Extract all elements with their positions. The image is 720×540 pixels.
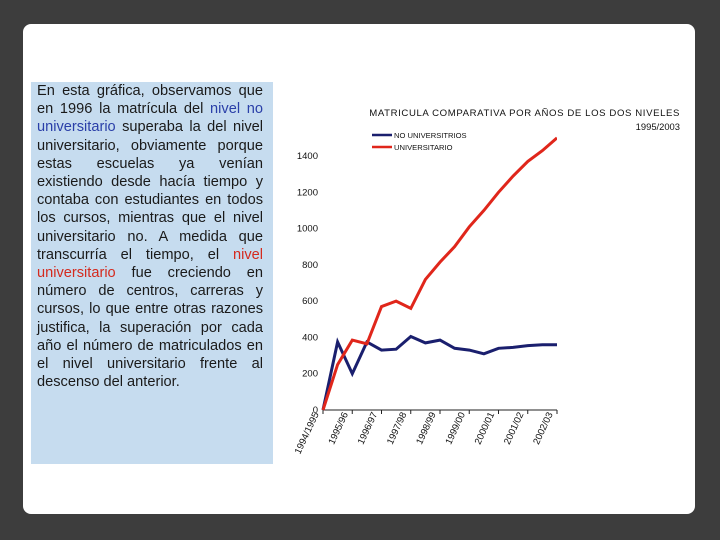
x-tick-label: 1996/97 [356, 411, 380, 447]
explanation-paragraph: En esta gráfica, observamos que en 1996 … [37, 82, 263, 391]
x-tick-label: 2001/02 [502, 411, 526, 447]
x-tick-label: 2000/01 [473, 411, 497, 447]
chart-title: MATRICULA COMPARATIVA POR AÑOS DE LOS DO… [369, 108, 680, 119]
y-tick-label: 800 [302, 260, 318, 271]
y-axis-ticks: 0 200 400 600 800 1000 1200 1400 [297, 151, 318, 416]
paragraph-segment: fue creciendo en número de centros, carr… [37, 265, 263, 391]
y-tick-label: 400 [302, 332, 318, 343]
x-tick-label: 2002/03 [531, 411, 555, 447]
x-tick-label: 1994/1995 [293, 411, 322, 456]
legend-label-universitario: UNIVERSITARIO [394, 143, 453, 152]
text-panel [31, 82, 273, 464]
y-tick-label: 1000 [297, 224, 318, 235]
x-tick-label: 1995/96 [326, 411, 350, 447]
x-axis-ticks: 1994/1995 1995/96 1996/97 1997/98 1998/99 199… [293, 410, 558, 456]
paragraph-segment: superaba la del nivel universitario, obv… [37, 119, 263, 263]
y-tick-label: 1400 [297, 151, 318, 162]
chart-legend: NO UNIVERSITRIOS UNIVERSITARIO [372, 131, 467, 152]
paragraph-highlight-universitario: nivel universitario [37, 246, 263, 282]
series-line-universitario [321, 136, 557, 411]
x-tick-label: 1997/98 [385, 411, 409, 447]
y-tick-label: 1200 [297, 187, 318, 198]
y-tick-label: 0 [313, 405, 318, 416]
x-tick-label: 1999/00 [443, 411, 467, 447]
x-tick-label: 1998/99 [414, 411, 438, 447]
chart-subtitle: 1995/2003 [635, 121, 680, 132]
chart-series [321, 136, 557, 411]
series-line-no-universitarios [321, 334, 557, 411]
y-tick-label: 600 [302, 296, 318, 307]
legend-label-no-universitarios: NO UNIVERSITRIOS [394, 131, 467, 140]
paragraph-highlight-no-universitario: nivel no universitario [37, 101, 263, 136]
paragraph-segment: En esta gráfica, observamos que en 1996 … [37, 83, 263, 118]
y-tick-label: 200 [302, 369, 318, 380]
